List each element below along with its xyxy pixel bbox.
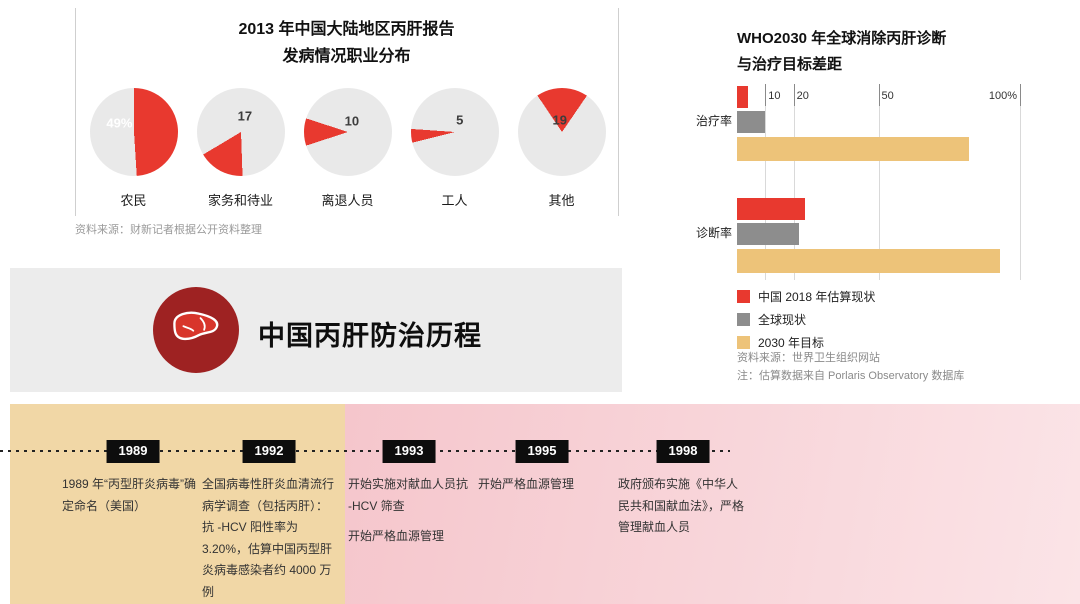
- pie-title-line1: 2013 年中国大陆地区丙肝报告: [238, 21, 455, 38]
- bar-group-label: 治疗率: [695, 114, 732, 128]
- legend-label: 全球现状: [758, 313, 807, 327]
- axis-tick-label: 50: [881, 90, 894, 102]
- gridline: [793, 84, 795, 280]
- bar-plot: 10 20 50 100% 治疗率诊断率: [696, 84, 1021, 280]
- pie-label: 农民: [120, 193, 147, 208]
- bar-legend: 中国 2018 年估算现状 全球现状 2030 年目标: [737, 288, 875, 357]
- pie-value: 10: [344, 113, 360, 129]
- legend-row: 中国 2018 年估算现状: [737, 288, 875, 305]
- bar: [737, 249, 1001, 273]
- gridline: [1020, 84, 1021, 280]
- axis-tick-label: 100%: [988, 90, 1017, 102]
- bar-group-label: 诊断率: [695, 226, 732, 240]
- pie-charts-row: 49% 农民 17 家务和待业 10 离退人员 5 工人 19 其他: [80, 88, 615, 209]
- pie-chart-item: 17 家务和待业: [187, 88, 294, 209]
- bar-title-line1: WHO2030 年全球消除丙肝诊断: [737, 30, 947, 47]
- pie-chart-item: 49% 农民: [80, 88, 187, 209]
- pie-circle: 5: [410, 88, 499, 176]
- pie-value: 17: [237, 108, 253, 124]
- liver-icon: [169, 307, 223, 354]
- timeline-dotted-line: [0, 450, 730, 452]
- bar: [737, 198, 805, 220]
- pie-label: 工人: [441, 193, 468, 208]
- timeline-event-text: 开始实施对献血人员抗 -HCV 筛查 开始严格血源管理: [348, 477, 469, 544]
- pie-value: 19: [552, 112, 567, 128]
- timeline-year-badge: 1998: [656, 440, 710, 463]
- legend-label: 2030 年目标: [758, 336, 825, 350]
- pie-circle: 19: [517, 88, 606, 176]
- pie-circle: 17: [196, 88, 285, 176]
- timeline-bg-pink: [345, 404, 1080, 604]
- timeline-year-badge: 1993: [382, 440, 436, 463]
- legend-swatch: [737, 290, 750, 303]
- legend-row: 2030 年目标: [737, 334, 875, 351]
- bar-group: 诊断率: [696, 198, 1020, 276]
- bar-note-text: 注：估算数据来自 Porlaris Observatory 数据库: [737, 370, 965, 382]
- pie-label: 其他: [548, 193, 575, 208]
- timeline-year-badge: 1989: [106, 440, 160, 463]
- bar: [737, 111, 766, 133]
- pie-label: 离退人员: [321, 193, 374, 208]
- pie-value: 49%: [106, 115, 133, 131]
- pie-circle: 49%: [89, 88, 178, 176]
- bar-title-line2: 与治疗目标差距: [737, 55, 843, 73]
- timeline-section: 1989 1989 年“丙型肝炎病毒”确定命名（美国） 1992 全国病毒性肝炎血清流…: [0, 404, 1080, 604]
- occupation-pie-section: 2013 年中国大陆地区丙肝报告 发病情况职业分布 49% 农民 17 家务和待业 10…: [0, 0, 640, 250]
- timeline-year-badge: 1992: [242, 440, 296, 463]
- timeline-event-text: 1989 年“丙型肝炎病毒”确定命名（美国）: [62, 477, 197, 513]
- timeline-event-text: 政府颁布实施《中华人民共和国献血法》，严格管理献血人员: [618, 477, 745, 535]
- pie-chart-item: 5 工人: [401, 88, 508, 209]
- pie-section-title: 2013 年中国大陆地区丙肝报告 发病情况职业分布: [75, 16, 618, 70]
- pie-chart-item: 10 离退人员: [294, 88, 401, 209]
- timeline-event-text: 全国病毒性肝炎血清流行病学调查（包括丙肝）：抗 -HCV 阳性率为 3.20%，…: [202, 477, 335, 599]
- history-banner: 中国丙肝防治历程: [10, 268, 622, 392]
- bar: [737, 223, 800, 245]
- gridline: [878, 84, 880, 280]
- axis-tick-label: 10: [768, 90, 781, 102]
- pie-chart-item: 19 其他: [508, 88, 615, 209]
- section-divider-right: [618, 8, 619, 216]
- bar: [737, 86, 749, 108]
- legend-label: 中国 2018 年估算现状: [758, 290, 876, 304]
- legend-swatch: [737, 336, 750, 349]
- gridline: [765, 84, 767, 280]
- axis-tick-label: 20: [796, 90, 809, 102]
- pie-title-line2: 发病情况职业分布: [282, 48, 411, 66]
- liver-badge: [153, 287, 239, 373]
- pie-value: 5: [456, 112, 464, 128]
- section-divider-left: [75, 8, 76, 216]
- bar: [737, 137, 970, 161]
- pie-source-text: 资料来源：财新记者根据公开资料整理: [75, 224, 262, 236]
- who-target-bar-section: WHO2030 年全球消除丙肝诊断 与治疗目标差距 10 20 50 100% 治疗率诊…: [696, 0, 1080, 400]
- legend-swatch: [737, 313, 750, 326]
- bar-source-text: 资料来源：世界卫生组织网站: [737, 352, 880, 364]
- bar-section-title: WHO2030 年全球消除丙肝诊断 与治疗目标差距: [737, 26, 1037, 77]
- timeline-bg-tan: [10, 404, 345, 604]
- legend-row: 全球现状: [737, 311, 875, 328]
- pie-circle: 10: [303, 88, 392, 176]
- bar-group: 治疗率: [696, 86, 1020, 164]
- banner-title: 中国丙肝防治历程: [258, 321, 482, 351]
- pie-label: 家务和待业: [207, 193, 273, 208]
- timeline-event-text: 开始严格血源管理: [478, 477, 575, 491]
- timeline-events: 1989 1989 年“丙型肝炎病毒”确定命名（美国） 1992 全国病毒性肝炎血清流…: [0, 440, 1080, 604]
- timeline-year-badge: 1995: [515, 440, 569, 463]
